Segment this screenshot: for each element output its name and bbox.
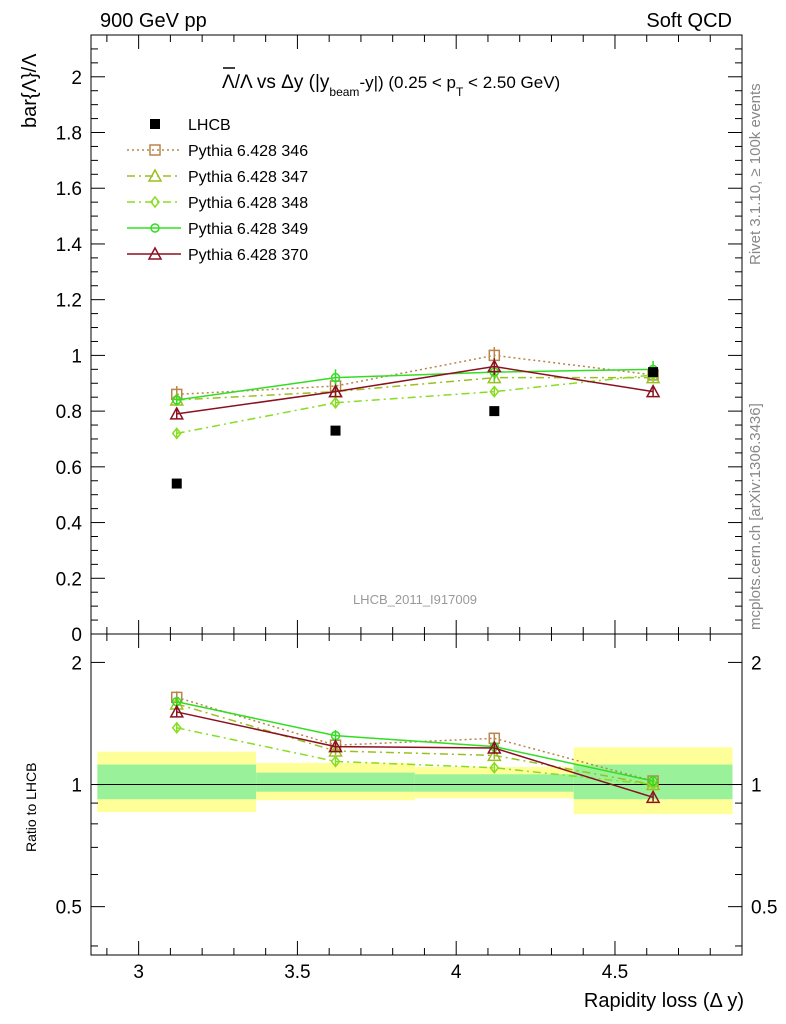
- y-tick-label-main-1: 0.2: [56, 569, 82, 590]
- data-layer: [171, 367, 659, 489]
- x-tick-label-1: 3.5: [284, 962, 310, 983]
- y-axis-label-ratio: Ratio to LHCB: [23, 763, 39, 852]
- ratio-point-2: [330, 755, 341, 768]
- x-tick-label-2: 4: [451, 962, 462, 983]
- series-point-4: [169, 406, 185, 420]
- ratio-point-3: [648, 776, 658, 786]
- legend: LHCB Pythia 6.428 346 Pythia 6.428 347 Pyth…: [127, 117, 308, 264]
- y-tick-label-main-10: 2: [71, 68, 82, 89]
- ratio-point-2: [171, 721, 182, 734]
- band-inner-2: [414, 774, 574, 792]
- axes-ticks: [91, 35, 742, 955]
- header-right: Soft QCD: [646, 10, 732, 32]
- ratio-point-4: [328, 739, 343, 753]
- series-1: [169, 370, 661, 406]
- y-tick-label-ratio-right-0: 0.5: [751, 898, 777, 919]
- series-point-4: [328, 384, 343, 398]
- analysis-id: LHCB_2011_I917009: [353, 592, 477, 607]
- legend-label-2: Pythia 6.428 348: [188, 195, 308, 212]
- ratio-point-4: [169, 704, 185, 718]
- x-axis-label: Rapidity loss (Δ y): [584, 990, 744, 1012]
- legend-marker-4: [147, 246, 163, 260]
- y-tick-label-main-5: 1: [71, 346, 82, 367]
- legend-marker-1: [147, 168, 163, 182]
- y-tick-label-main-0: 0: [71, 625, 82, 646]
- legend-marker-2: [150, 195, 160, 209]
- ratio-frame: [90, 633, 743, 956]
- legend-marker-data: [150, 119, 160, 129]
- y-tick-label-main-7: 1.4: [56, 235, 83, 256]
- y-tick-label-ratio-right-1: 1: [751, 776, 762, 797]
- data-point-2: [489, 406, 500, 417]
- legend-marker-0: [149, 144, 161, 156]
- x-tick-label-3: 4.5: [602, 962, 628, 983]
- rivet-label: Rivet 3.1.10, ≥ 100k events: [747, 83, 764, 265]
- ratio-point-2: [489, 761, 500, 774]
- title-sub-t: T: [456, 85, 464, 99]
- y-tick-label-main-2: 0.4: [56, 514, 83, 535]
- legend-marker-3: [150, 223, 160, 233]
- y-tick-label-ratio-2: 2: [71, 653, 82, 674]
- series-line-4: [176, 365, 654, 415]
- y-tick-label-ratio-1: 1: [71, 776, 82, 797]
- ratio-line-3: [176, 700, 654, 782]
- title-sub-beam: beam: [329, 85, 359, 99]
- series-point-3: [171, 395, 182, 405]
- x-tick-label-0: 3: [133, 962, 144, 983]
- ratio-line-4: [176, 711, 654, 799]
- ratio-point-4: [487, 740, 502, 754]
- series-layer: [169, 347, 661, 804]
- y-tick-label-ratio-right-2: 2: [751, 653, 762, 674]
- header-left: 900 GeV pp: [100, 10, 207, 32]
- title-main: Λ/Λ vs Δy (|y: [222, 72, 330, 93]
- legend-label-data: LHCB: [188, 117, 231, 134]
- series-4: [169, 358, 661, 420]
- y-axis-label-main: bar{Λ}/Λ: [19, 53, 41, 128]
- ratio-series-4: [169, 704, 661, 804]
- series-point-2: [489, 385, 500, 398]
- series-line-1: [176, 376, 654, 401]
- title-end: < 2.50 GeV): [463, 73, 560, 92]
- series-line-0: [176, 354, 654, 396]
- series-point-3: [330, 372, 341, 383]
- series-point-4: [487, 358, 502, 373]
- legend-label-3: Pythia 6.428 349: [188, 221, 308, 238]
- axis-labels: 3 3.5 4 4.5 0 0.2 0.4 0.6 0.8 1 1.2 1.4 1.6 1.8 2 0.5 0.…: [56, 68, 778, 983]
- legend-label-1: Pythia 6.428 347: [188, 169, 308, 186]
- ratio-point-2: [648, 778, 659, 791]
- y-tick-label-main-9: 1.8: [56, 124, 82, 145]
- ratio-point-4: [645, 789, 661, 804]
- data-point-3: [648, 367, 659, 378]
- plot-title: Λ/Λ vs Δy (|ybeam-y|) (0.25 < pT < 2.50 …: [222, 72, 560, 99]
- y-tick-label-main-3: 0.6: [56, 458, 82, 479]
- series-line-2: [176, 374, 654, 435]
- y-tick-label-main-6: 1.2: [56, 291, 82, 312]
- y-tick-label-ratio-0: 0.5: [56, 898, 82, 919]
- series-3: [171, 360, 658, 406]
- series-point-1: [487, 370, 502, 384]
- series-point-2: [330, 396, 341, 409]
- ratio-uncertainty-bands: [91, 747, 742, 815]
- legend-label-4: Pythia 6.428 370: [188, 247, 308, 264]
- band-inner-0: [97, 764, 257, 800]
- series-point-2: [171, 427, 182, 440]
- data-point-0: [171, 478, 182, 489]
- band-inner-1: [256, 772, 415, 792]
- ratio-point-1: [487, 747, 502, 762]
- y-tick-label-main-4: 0.8: [56, 402, 82, 423]
- ratio-line-2: [176, 727, 654, 786]
- mcplots-label: mcplots.cern.ch [arXiv:1306.3436]: [747, 403, 764, 630]
- title-mid: -y|) (0.25 < p: [359, 73, 456, 92]
- legend-label-0: Pythia 6.428 346: [188, 143, 308, 160]
- series-line-3: [176, 368, 654, 401]
- y-tick-label-main-8: 1.6: [56, 179, 82, 200]
- series-point-4: [645, 384, 661, 398]
- axes-frames: [90, 34, 743, 956]
- data-point-1: [330, 425, 341, 436]
